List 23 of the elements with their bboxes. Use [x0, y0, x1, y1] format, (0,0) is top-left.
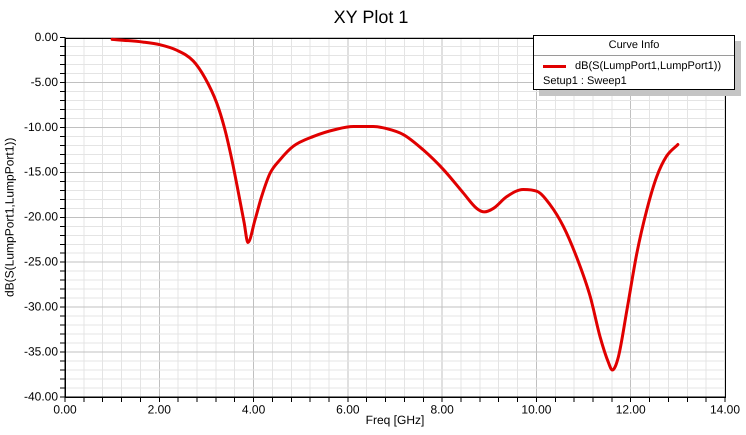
x-tick-label: 2.00	[148, 402, 172, 417]
y-tick-label: -15.00	[24, 164, 58, 179]
y-tick-label: -5.00	[30, 74, 58, 89]
x-tick-label: 10.00	[521, 402, 552, 417]
x-tick-label: 4.00	[242, 402, 266, 417]
legend-label: dB(S(LumpPort1,LumpPort1))	[575, 59, 722, 74]
y-tick-label: -30.00	[24, 299, 58, 314]
x-axis-title: Freq [GHz]	[366, 413, 424, 428]
y-tick-label: -10.00	[24, 120, 58, 134]
x-tick-label: 12.00	[616, 402, 646, 417]
x-tick-label: 0.00	[53, 402, 77, 417]
y-axis-title: dB(S(LumpPort1,LumpPort1))	[2, 138, 17, 298]
legend-title: Curve Info	[608, 39, 660, 51]
y-tick-label: -35.00	[24, 344, 58, 358]
chart-title: XY Plot 1	[334, 6, 408, 27]
y-tick-label: -25.00	[24, 254, 58, 269]
annotation: Setup1 : Sweep1	[543, 75, 627, 87]
x-tick-label: 6.00	[336, 402, 360, 417]
y-tick-label: -40.00	[24, 389, 58, 404]
x-tick-label: 14.00	[710, 402, 740, 417]
x-tick-label: 8.00	[430, 402, 454, 417]
y-tick-label: 0.00	[34, 30, 58, 44]
y-tick-label: -20.00	[24, 210, 58, 224]
